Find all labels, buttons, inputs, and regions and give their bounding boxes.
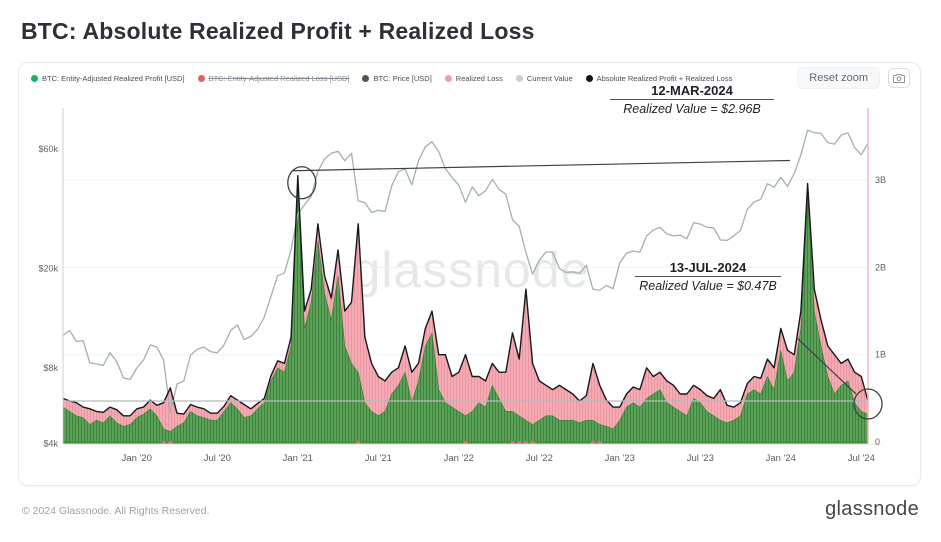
legend-dot-icon [362, 74, 370, 82]
legend-dot-icon [515, 74, 523, 82]
legend-item-label: BTC: Entity-Adjusted Realized Loss [USD] [208, 73, 350, 83]
annotation-date: 13-JUL-2024 [635, 260, 781, 277]
legend-bar: BTC: Entity-Adjusted Realized Profit [US… [19, 63, 920, 93]
chart-card: BTC: Entity-Adjusted Realized Profit [US… [18, 62, 921, 486]
legend-item-label: Absolute Realized Profit + Realized Loss [596, 73, 733, 83]
annotation-date: 12-MAR-2024 [610, 83, 774, 100]
legend-item-label: Realized Loss [455, 73, 503, 83]
watermark: glassnode [352, 242, 590, 298]
screenshot-button[interactable] [888, 68, 910, 88]
legend-item-3[interactable]: BTC: Price [USD] [362, 73, 432, 83]
copyright-text: © 2024 Glassnode. All Rights Reserved. [22, 505, 210, 517]
annotation-12-mar-2024: 12-MAR-2024 Realized Value = $2.96B [610, 83, 774, 116]
annotation-value: Realized Value = $0.47B [639, 279, 777, 293]
legend-item-5[interactable]: Current Value [515, 73, 573, 83]
legend-dot-icon [31, 74, 38, 82]
page-title: BTC: Absolute Realized Profit + Realized… [21, 18, 535, 44]
annotation-value: Realized Value = $2.96B [623, 102, 761, 116]
legend-dot-icon [197, 74, 205, 82]
legend: BTC: Entity-Adjusted Realized Profit [US… [31, 74, 732, 83]
legend-item-4[interactable]: Realized Loss [444, 73, 503, 83]
legend-dot-icon [585, 74, 593, 82]
legend-item-label: Current Value [526, 73, 573, 83]
camera-icon [893, 73, 905, 83]
reset-zoom-button[interactable]: Reset zoom [797, 67, 880, 89]
legend-item-label: BTC: Entity-Adjusted Realized Profit [US… [42, 73, 185, 83]
annotation-13-jul-2024: 13-JUL-2024 Realized Value = $0.47B [635, 260, 781, 293]
legend-item-1[interactable]: BTC: Entity-Adjusted Realized Profit [US… [31, 74, 185, 83]
legend-dot-icon [444, 74, 452, 82]
glassnode-logo: glassnode [825, 498, 919, 520]
legend-item-label: BTC: Price [USD] [373, 73, 432, 83]
legend-actions: Reset zoom [797, 67, 910, 89]
legend-item-2[interactable]: BTC: Entity-Adjusted Realized Loss [USD] [197, 73, 350, 83]
legend-item-6[interactable]: Absolute Realized Profit + Realized Loss [585, 73, 733, 83]
